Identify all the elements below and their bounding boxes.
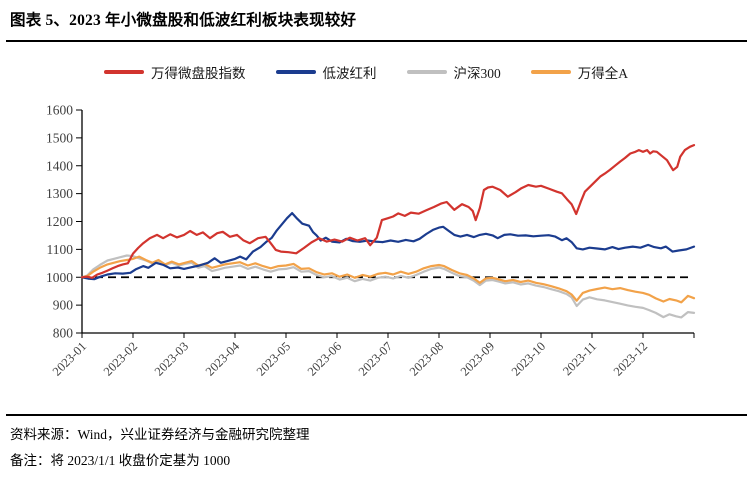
legend-swatch bbox=[275, 70, 316, 74]
x-tick-label: 2023-04 bbox=[203, 339, 243, 379]
y-tick-label: 1000 bbox=[46, 270, 73, 285]
y-tick-label: 800 bbox=[53, 326, 74, 341]
chart-legend: 万得微盘股指数 低波红利 沪深300 万得全A bbox=[104, 62, 628, 82]
legend-label: 万得全A bbox=[577, 66, 628, 81]
x-tick-label: 2023-07 bbox=[356, 339, 395, 378]
y-tick-label: 1100 bbox=[47, 242, 74, 257]
title-divider bbox=[6, 40, 747, 42]
y-tick-label: 1500 bbox=[46, 130, 73, 145]
x-tick-label: 2023-09 bbox=[458, 339, 497, 378]
footer-divider bbox=[6, 414, 747, 416]
legend-item: 沪深300 bbox=[406, 62, 501, 82]
legend-swatch bbox=[104, 70, 144, 74]
y-tick-label: 1300 bbox=[46, 186, 73, 201]
x-tick-label: 2023-03 bbox=[152, 339, 191, 378]
series-line-沪深300 bbox=[80, 254, 696, 319]
legend-swatch bbox=[406, 70, 447, 74]
y-tick-label: 1200 bbox=[46, 214, 73, 229]
legend-swatch bbox=[530, 70, 571, 74]
series-line-万得微盘股指数 bbox=[80, 144, 696, 279]
x-tick-label: 2023-11 bbox=[560, 339, 599, 378]
legend-label: 万得微盘股指数 bbox=[151, 66, 246, 81]
legend-item: 低波红利 bbox=[275, 62, 377, 82]
legend-label: 沪深300 bbox=[453, 66, 501, 81]
x-tick-label: 2023-01 bbox=[50, 339, 89, 378]
x-tick-label: 2023-10 bbox=[509, 339, 548, 378]
series-line-万得全A bbox=[80, 255, 696, 304]
x-tick-label: 2023-08 bbox=[407, 339, 446, 378]
x-tick-label: 2023-02 bbox=[101, 339, 140, 378]
legend-label: 低波红利 bbox=[322, 66, 377, 81]
figure-title: 图表 5、2023 年小微盘股和低波红利板块表现较好 bbox=[10, 12, 357, 29]
x-tick-label: 2023-12 bbox=[611, 339, 650, 378]
y-tick-label: 900 bbox=[53, 298, 74, 313]
x-tick-label: 2023-05 bbox=[254, 339, 293, 378]
chart-axes bbox=[81, 110, 694, 334]
remark-note: 备注：将 2023/1/1 收盘价定基为 1000 bbox=[10, 453, 231, 468]
series-line-低波红利 bbox=[80, 212, 696, 281]
source-note: 资料来源：Wind，兴业证券经济与金融研究院整理 bbox=[10, 427, 310, 442]
legend-item: 万得微盘股指数 bbox=[104, 62, 246, 82]
y-tick-label: 1400 bbox=[46, 158, 73, 173]
x-tick-label: 2023-06 bbox=[305, 339, 344, 378]
y-tick-label: 1600 bbox=[46, 103, 73, 118]
legend-item: 万得全A bbox=[530, 62, 628, 82]
